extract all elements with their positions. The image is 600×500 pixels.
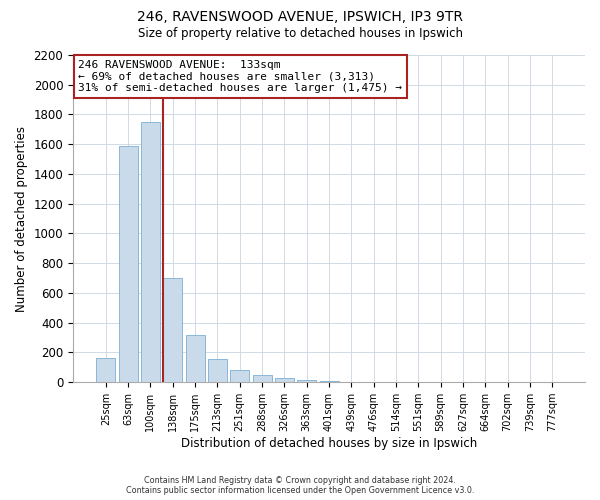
Bar: [163, 278, 182, 382]
Bar: [185, 336, 205, 382]
X-axis label: Distribution of detached houses by size in Ipswich: Distribution of detached houses by size …: [181, 437, 477, 450]
Bar: [96, 358, 115, 382]
Text: Contains HM Land Registry data © Crown copyright and database right 2024.
Contai: Contains HM Land Registry data © Crown c…: [126, 476, 474, 495]
Text: 246, RAVENSWOOD AVENUE, IPSWICH, IP3 9TR: 246, RAVENSWOOD AVENUE, IPSWICH, IP3 9TR: [137, 10, 463, 24]
Bar: [141, 122, 160, 382]
Y-axis label: Number of detached properties: Number of detached properties: [15, 126, 28, 312]
Text: Size of property relative to detached houses in Ipswich: Size of property relative to detached ho…: [137, 28, 463, 40]
Bar: [275, 378, 294, 382]
Bar: [208, 359, 227, 382]
Bar: [297, 380, 316, 382]
Bar: [253, 375, 272, 382]
Text: 246 RAVENSWOOD AVENUE:  133sqm
← 69% of detached houses are smaller (3,313)
31% : 246 RAVENSWOOD AVENUE: 133sqm ← 69% of d…: [78, 60, 402, 93]
Bar: [119, 146, 137, 382]
Bar: [230, 370, 249, 382]
